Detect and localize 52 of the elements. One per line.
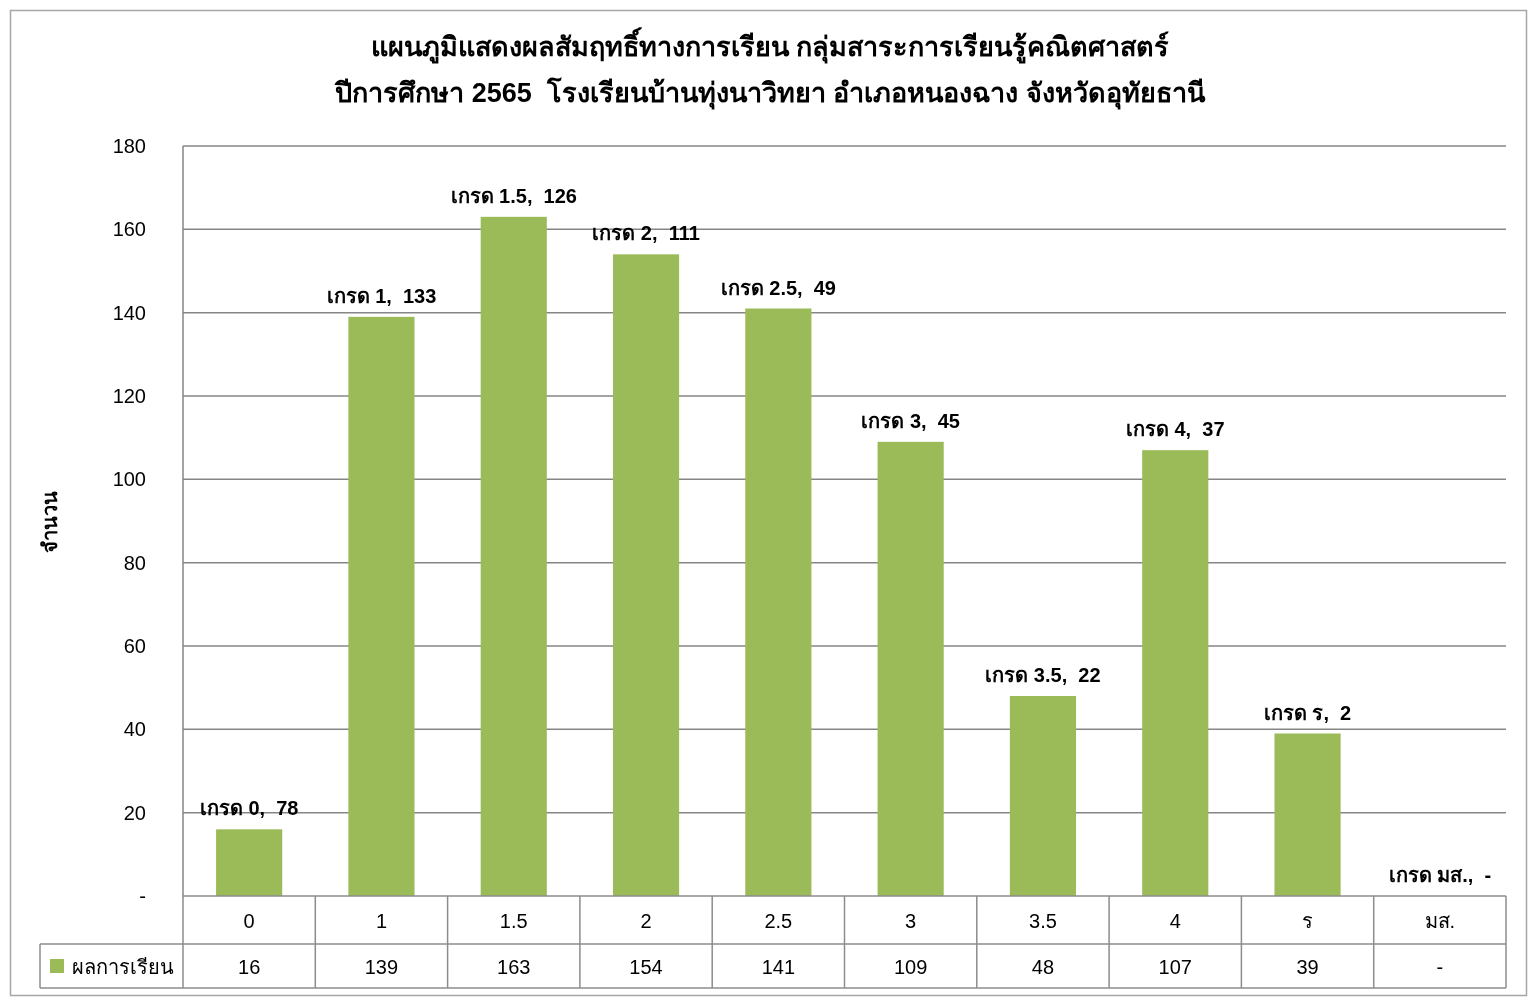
y-tick-label: 40 xyxy=(123,718,146,741)
annotation: เกรด 4, 37 xyxy=(1125,418,1225,441)
y-tick-label: 160 xyxy=(112,218,146,241)
bar xyxy=(1142,450,1209,896)
bar xyxy=(1274,733,1341,896)
annotation: เกรด มส., - xyxy=(1388,864,1492,886)
x-tick-label: 3 xyxy=(905,910,917,932)
data-label: 109 xyxy=(893,956,928,978)
chart-title: แผนภูมิแสดงผลสัมฤทธิ์ทางการเรียน กลุ่มสาระการเรียนรู้คณิตศาสตร์ ปีการศึกษา 2565 โรงเรียนบ้านทุ่งนาวิทยา อำเภอหนองฉาง จังหวัดอุทัยธานี xyxy=(334,27,1206,110)
x-tick-label: 1.5 xyxy=(499,910,528,932)
data-label: 107 xyxy=(1158,956,1192,978)
annotation: เกรด 3.5, 22 xyxy=(985,664,1101,686)
bar xyxy=(1009,696,1077,896)
data-label: 154 xyxy=(629,956,663,978)
data-label: 163 xyxy=(497,956,531,978)
x-tick-label: 2 xyxy=(640,910,652,932)
annotation: เกรด 2.5, 49 xyxy=(720,276,836,299)
legend-label: ผลการเรียน xyxy=(72,956,174,978)
annotation: เกรด 3, 45 xyxy=(861,409,960,432)
bar xyxy=(480,216,547,896)
bar xyxy=(216,829,283,896)
data-label: 16 xyxy=(238,956,261,978)
bar xyxy=(612,254,680,896)
y-tick-label: 100 xyxy=(112,468,146,491)
y-tick-label: 180 xyxy=(112,135,146,157)
x-tick-label: 0 xyxy=(243,910,255,932)
y-axis-title: จำนวน xyxy=(39,491,61,553)
y-tick-label: 140 xyxy=(112,301,146,324)
y-tick-label: 80 xyxy=(123,551,146,574)
annotation: เกรด 1, 133 xyxy=(326,284,437,307)
annotation: เกรด 2, 111 xyxy=(592,222,700,245)
data-label: 139 xyxy=(364,956,399,978)
x-tick-label: 4 xyxy=(1169,910,1181,932)
data-label: 48 xyxy=(1031,956,1055,978)
x-tick-label: 3.5 xyxy=(1029,910,1057,932)
y-tick-label: 20 xyxy=(123,801,146,824)
bar xyxy=(745,308,812,896)
x-tick-label: ร xyxy=(1302,910,1314,932)
x-tick-label: 2.5 xyxy=(764,910,793,932)
y-tick-label: 120 xyxy=(112,385,146,407)
data-label: 39 xyxy=(1296,956,1319,978)
bar xyxy=(877,441,944,896)
annotation: เกรด 0, 78 xyxy=(199,797,299,820)
x-tick-label: 1 xyxy=(375,910,388,932)
y-tick-label: - xyxy=(139,885,146,907)
y-tick-label: 60 xyxy=(123,635,146,657)
x-tick-label: มส. xyxy=(1424,910,1456,932)
annotation: เกรด 1.5, 126 xyxy=(450,184,577,207)
data-label: 141 xyxy=(761,956,796,978)
data-label: - xyxy=(1436,956,1444,978)
bar xyxy=(348,316,415,896)
annotation: เกรด ร, 2 xyxy=(1263,701,1352,724)
